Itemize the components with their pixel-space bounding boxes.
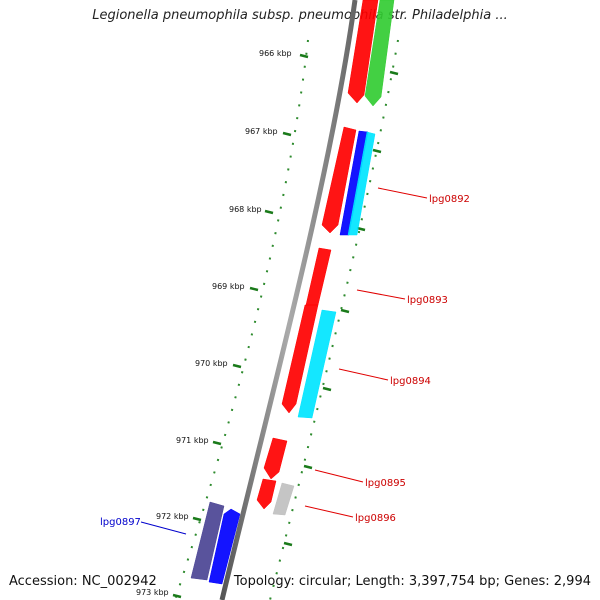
genome-summary-text: Topology: circular; Length: 3,397,754 bp…: [233, 574, 591, 589]
tick-label: 973 kbp: [136, 588, 169, 597]
tick-label: 972 kbp: [156, 512, 189, 521]
gene-label-lpg0896[interactable]: lpg0896: [355, 513, 396, 524]
gene-navy-lpg0897[interactable]: [190, 501, 225, 581]
label-leaders: [140, 187, 428, 535]
accession-text: Accession: NC_002942: [9, 574, 157, 589]
gene-green-top[interactable]: [364, 0, 395, 107]
gene-red-lpg0896[interactable]: [256, 478, 277, 510]
tick-label: 966 kbp: [259, 49, 292, 58]
gene-features[interactable]: [190, 0, 395, 585]
ruler-ticks: [172, 53, 309, 599]
gene-gray-lpg0896[interactable]: [272, 482, 295, 516]
gene-red-lpg0894[interactable]: [281, 304, 319, 414]
tick-label: 969 kbp: [212, 282, 245, 291]
tick-label: 970 kbp: [195, 359, 228, 368]
gene-label-lpg0897[interactable]: lpg0897: [100, 517, 141, 528]
gene-red-lpg0892[interactable]: [321, 126, 357, 234]
tick-label: 967 kbp: [245, 127, 278, 136]
tick-label: 968 kbp: [229, 205, 262, 214]
gene-label-lpg0892[interactable]: lpg0892: [429, 194, 470, 205]
gene-label-lpg0895[interactable]: lpg0895: [365, 478, 406, 489]
gene-cyan-lpg0894[interactable]: [297, 309, 337, 419]
tick-label: 971 kbp: [176, 436, 209, 445]
chromosome-backbone: [219, 0, 358, 600]
gene-red-lpg0893[interactable]: [305, 247, 332, 306]
gene-red-top[interactable]: [347, 0, 379, 104]
gene-red-lpg0895[interactable]: [263, 437, 288, 480]
gene-label-lpg0894[interactable]: lpg0894: [390, 376, 431, 387]
gene-label-lpg0893[interactable]: lpg0893: [407, 295, 448, 306]
ruler-labels: 966 kbp 967 kbp 968 kbp 969 kbp 970 kbp …: [136, 49, 292, 597]
inner-ticks: [283, 70, 399, 547]
gene-cyan-lpg0892[interactable]: [347, 131, 376, 236]
map-title: Legionella pneumophila subsp. pneumophil…: [92, 8, 508, 23]
gene-labels[interactable]: lpg0892 lpg0893 lpg0894 lpg0895 lpg0896 …: [100, 194, 470, 528]
gene-blue-lpg0897[interactable]: [208, 508, 241, 585]
